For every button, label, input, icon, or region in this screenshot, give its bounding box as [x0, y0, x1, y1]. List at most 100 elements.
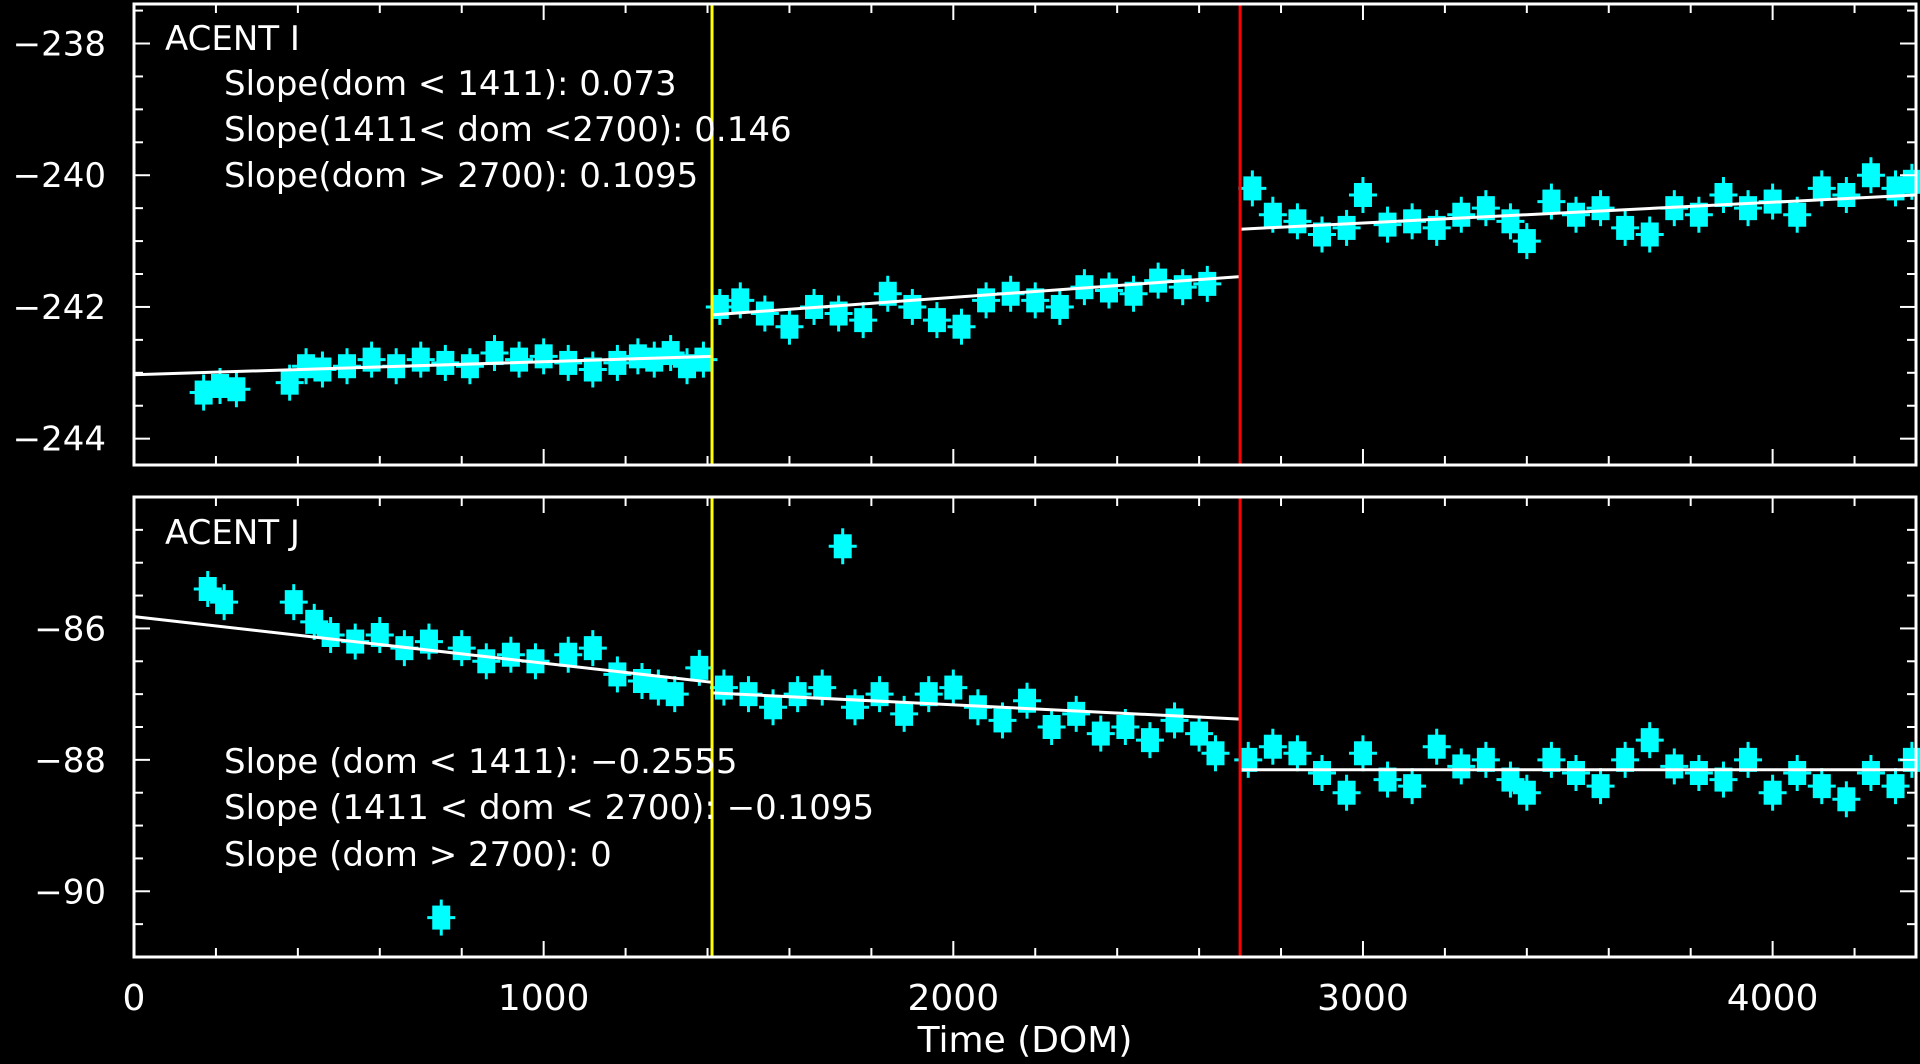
acent-j-data-point [1447, 748, 1476, 785]
acent-i-data-point [1373, 206, 1402, 243]
acent-j-data-point [828, 528, 857, 565]
acent-i-data-point [603, 344, 632, 381]
acent-i-data-point [947, 308, 976, 345]
acent-j-segment-boundaries [710, 497, 1242, 957]
acent-j-y-tick-label: −90 [34, 872, 106, 912]
acent-j-data-point [1537, 741, 1566, 778]
acent-j-data-point [1234, 741, 1263, 778]
acent-i-data-point [1586, 190, 1615, 227]
acent-j-data-point [1512, 774, 1541, 811]
acent-i-fit-line [1239, 193, 1917, 231]
acent-j-data-point [1258, 728, 1287, 765]
acent-i-data-point [1856, 157, 1885, 194]
acent-i-y-tick-labels: −238 −240 −242 −244 [13, 25, 106, 460]
acent-i-data-point [505, 341, 534, 378]
acent-j-data-point [279, 584, 308, 621]
acent-j-y-tick-label: −86 [34, 609, 106, 649]
acent-j-panel: −86 −88 −90 0 1000 2000 3000 4000 ACENT J Slop… [34, 495, 1920, 1061]
acent-i-data-point [1783, 196, 1812, 233]
acent-i-data-point [1684, 196, 1713, 233]
acent-i-data-point [750, 295, 779, 332]
acent-i-data-point [1635, 216, 1664, 253]
acent-i-data-point [873, 275, 902, 312]
acent-j-data-marks [193, 528, 1920, 936]
acent-j-data-point [414, 623, 443, 660]
acent-i-y-tick-label: −244 [13, 420, 106, 460]
acent-i-data-point [824, 295, 853, 332]
acent-j-data-point [1684, 755, 1713, 791]
acent-j-data-point [1611, 741, 1640, 778]
acent-i-data-point [922, 302, 951, 339]
acent-j-data-point [1373, 761, 1402, 798]
acent-i-data-point [1447, 196, 1476, 233]
acent-i-data-point [1045, 288, 1074, 325]
acent-j-data-point [1856, 755, 1885, 791]
acent-i-data-point [1119, 275, 1148, 312]
acent-j-data-point [1062, 695, 1091, 732]
acent-j-data-point [578, 630, 607, 667]
acent-j-data-point [1586, 768, 1615, 805]
acent-i-data-point [578, 351, 607, 388]
acent-i-data-point [206, 367, 235, 404]
acent-j-fit-lines [133, 615, 1916, 772]
acent-j-data-point [1471, 741, 1500, 778]
acent-j-data-point [808, 669, 837, 706]
acent-i-data-point [1238, 170, 1267, 207]
x-tick-label: 2000 [907, 978, 999, 1019]
acent-j-data-point [1283, 735, 1312, 772]
acent-i-data-point [1332, 209, 1361, 246]
acent-j-data-point [1308, 755, 1336, 791]
acent-i-data-point [1348, 176, 1377, 213]
acent-i-slope-annotation-2: Slope(1411< dom <2700): 0.146 [224, 110, 792, 150]
acent-i-data-point [775, 308, 804, 345]
acent-i-data-point [455, 348, 484, 385]
acent-i-data-point [1832, 176, 1861, 213]
acent-j-data-point [1013, 682, 1042, 719]
acent-j-data-point [1660, 748, 1689, 785]
acent-i-data-point [1021, 282, 1050, 319]
acent-i-fit-line [133, 354, 713, 377]
acent-i-slope-annotation-3: Slope(dom > 2700): 0.1095 [224, 156, 698, 196]
acent-j-data-point [1734, 741, 1763, 778]
acent-j-data-point [1185, 715, 1214, 752]
acent-j-slope-annotation-3: Slope (dom > 2700): 0 [224, 835, 612, 875]
acent-j-data-point [316, 617, 345, 653]
acent-j-data-point [1496, 761, 1525, 798]
x-tick-label: 0 [123, 978, 146, 1019]
acent-j-data-point [660, 676, 689, 713]
acent-i-data-point [1258, 196, 1287, 233]
acent-j-panel-label: ACENT J [165, 513, 300, 553]
acent-i-y-tick-label: −238 [13, 25, 106, 65]
acent-i-data-point [431, 344, 460, 381]
acent-j-data-point [1783, 755, 1812, 791]
acent-j-data-point [1398, 768, 1427, 805]
acent-j-data-point [1332, 774, 1361, 811]
acent-i-data-point [222, 371, 251, 408]
acent-i-plot-frame [132, 2, 1918, 467]
acent-j-data-point [1422, 728, 1451, 765]
acent-i-segment-boundaries [710, 4, 1242, 465]
acent-i-data-point [1709, 176, 1738, 213]
acent-j-fit-line [711, 691, 1241, 721]
acent-i-slope-annotation-1: Slope(dom < 1411): 0.073 [224, 64, 677, 104]
acent-j-y-tick-labels: −86 −88 −90 [34, 609, 106, 912]
acent-j-fit-line [133, 615, 713, 684]
acent-i-data-point [1422, 209, 1451, 246]
acent-j-data-point [1135, 722, 1164, 759]
acent-j-data-point [1709, 761, 1738, 798]
x-tick-labels: 0 1000 2000 3000 4000 [123, 978, 1819, 1019]
acent-j-data-point [603, 656, 632, 693]
acent-j-data-point [365, 617, 394, 653]
acent-i-fit-lines [133, 193, 1917, 377]
acent-j-data-point [1635, 722, 1664, 759]
x-tick-label: 1000 [498, 978, 590, 1019]
acent-j-y-tick-label: −88 [34, 741, 106, 781]
acent-j-data-point [1201, 735, 1230, 772]
acent-i-panel-label: ACENT I [165, 19, 300, 59]
acent-j-data-point [939, 669, 968, 706]
acent-i-data-point [849, 302, 878, 339]
acent-j-slope-annotation-2: Slope (1411 < dom < 2700): −0.1095 [224, 788, 874, 828]
acent-j-data-point [1111, 709, 1140, 745]
acent-j-data-point [1348, 735, 1377, 772]
